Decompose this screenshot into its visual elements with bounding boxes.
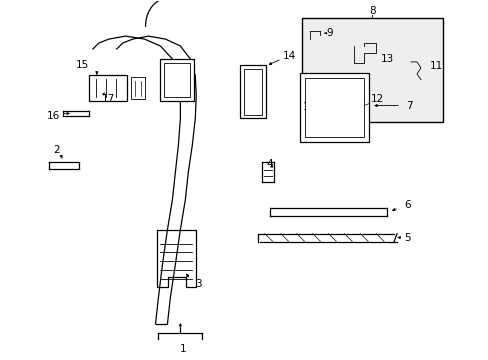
Bar bbox=[130, 77, 144, 99]
Bar bbox=[244, 69, 262, 114]
Text: 5: 5 bbox=[403, 233, 409, 243]
Text: 17: 17 bbox=[102, 94, 115, 104]
Text: 16: 16 bbox=[46, 112, 60, 121]
Bar bbox=[240, 65, 265, 118]
Bar bbox=[304, 78, 364, 137]
Text: 1: 1 bbox=[180, 344, 186, 354]
Text: 3: 3 bbox=[195, 279, 201, 289]
Bar bbox=[160, 59, 194, 100]
Text: 9: 9 bbox=[325, 28, 332, 38]
Bar bbox=[89, 75, 126, 100]
Bar bbox=[301, 18, 442, 122]
Text: 6: 6 bbox=[403, 200, 409, 210]
Bar bbox=[164, 63, 190, 96]
Text: 8: 8 bbox=[368, 6, 375, 16]
Text: 11: 11 bbox=[429, 61, 443, 71]
Text: 14: 14 bbox=[283, 51, 296, 61]
Text: 10: 10 bbox=[303, 102, 316, 112]
Text: 4: 4 bbox=[266, 159, 273, 169]
Text: 12: 12 bbox=[370, 94, 383, 104]
Text: 7: 7 bbox=[405, 100, 411, 111]
Text: 2: 2 bbox=[53, 145, 59, 155]
Text: 15: 15 bbox=[76, 60, 89, 70]
Text: 13: 13 bbox=[380, 54, 393, 64]
Bar bbox=[299, 73, 368, 142]
